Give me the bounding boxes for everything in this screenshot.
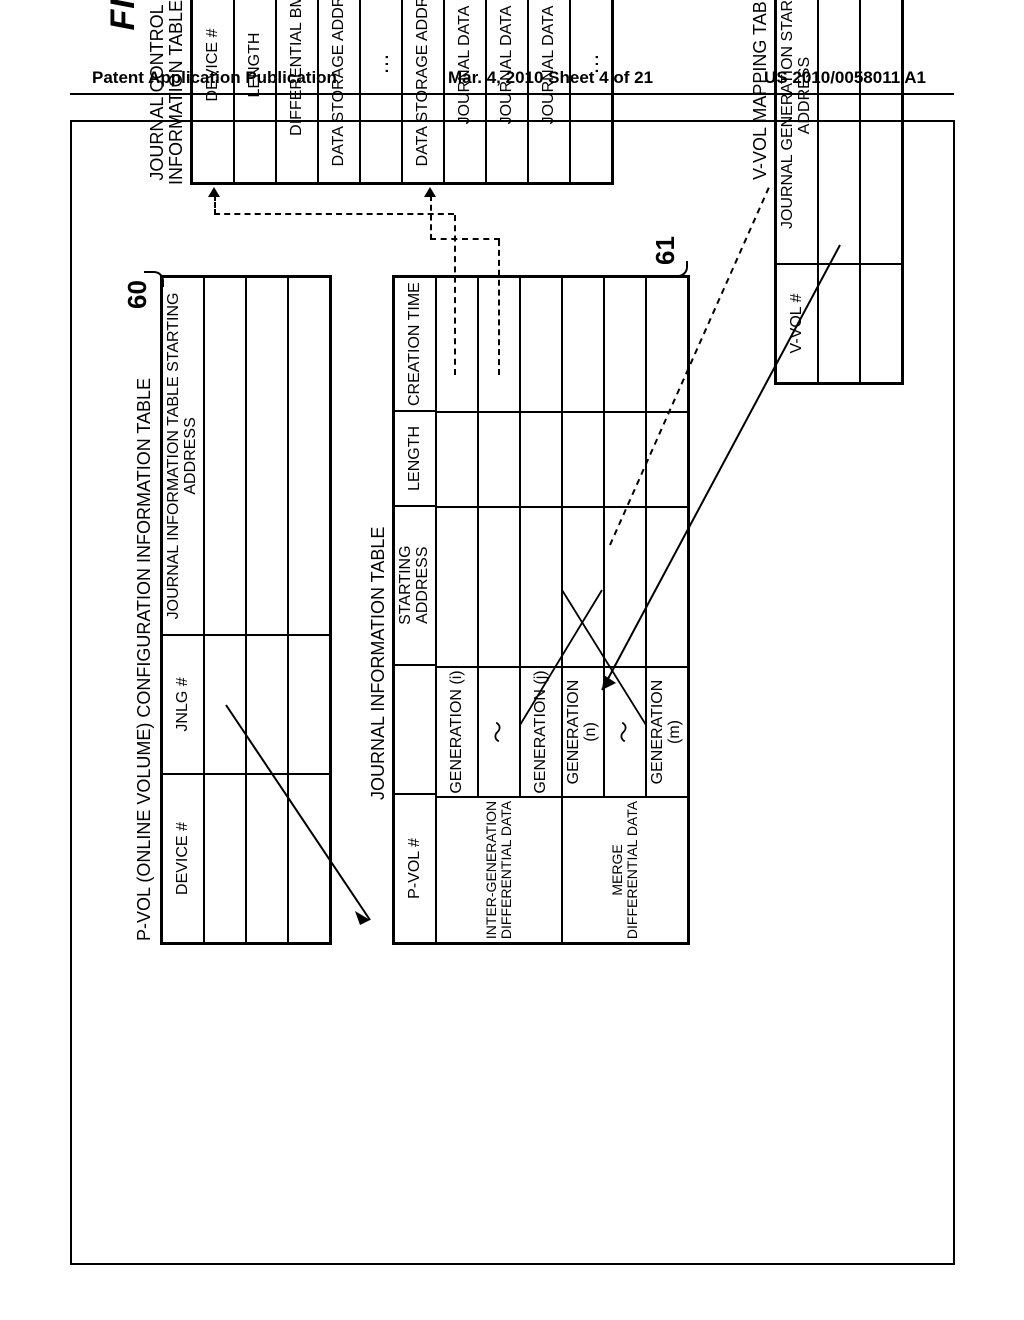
arrow-pvol-to-journal xyxy=(220,685,390,935)
ji-group1-label: INTER-GENERATION DIFFERENTIAL DATA xyxy=(436,797,562,943)
jc-dsa1: DATA STORAGE ADDRESS xyxy=(318,0,360,183)
dash-h-2b xyxy=(430,195,432,240)
diagram-stage: FIG. 5 P-VOL (ONLINE VOLUME) CONFIGURATI… xyxy=(70,0,955,1005)
figure-label: FIG. 5 xyxy=(104,0,143,30)
jc-jd2: JOURNAL DATA xyxy=(486,0,528,183)
dash-h-2a xyxy=(498,240,500,375)
pvol-row2-c3 xyxy=(246,277,288,635)
pvol-col-device: DEVICE # xyxy=(162,774,204,943)
jc-dots1: … xyxy=(360,0,402,183)
ji-h-pvol: P-VOL # xyxy=(394,794,436,943)
dash-h-1a xyxy=(214,195,216,215)
jc-jd3: JOURNAL DATA xyxy=(528,0,570,183)
pvol-col-jnlg: JNLG # xyxy=(162,635,204,774)
ji-gen-tilde1: ～ xyxy=(478,667,520,797)
journal-ctrl-title: JOURNAL CONTROL INFORMATION TABLE xyxy=(148,0,186,185)
jc-diffbm: DIFFERENTIAL BM xyxy=(276,0,318,183)
ref-60-tick xyxy=(144,271,164,287)
ji-h-blank xyxy=(394,665,436,794)
dash-v-2 xyxy=(430,238,500,240)
jc-length: LENGTH xyxy=(234,0,276,183)
ji-h-start: STARTING ADDRESS xyxy=(394,506,436,665)
ji-group2-label: MERGE DIFFERENTIAL DATA xyxy=(562,797,688,943)
ji-h-length: LENGTH xyxy=(394,411,436,505)
dash-arrowhead-1 xyxy=(208,187,220,197)
pvol-table-title: P-VOL (ONLINE VOLUME) CONFIGURATION INFO… xyxy=(134,378,155,941)
arrow-vvol-to-gen xyxy=(590,225,850,705)
jc-device: DEVICE # xyxy=(192,0,234,183)
ji-h-creation: CREATION TIME xyxy=(394,277,436,411)
pvol-col-start-addr: JOURNAL INFORMATION TABLE STARTING ADDRE… xyxy=(162,277,204,635)
journal-ctrl-table: DEVICE # LENGTH DIFFERENTIAL BM DATA STO… xyxy=(190,0,614,185)
dash-arrowhead-2 xyxy=(424,187,436,197)
ji-gen-i: GENERATION (i) xyxy=(436,667,478,797)
pvol-row3-c3 xyxy=(288,277,330,635)
pvol-row1-c3 xyxy=(204,277,246,635)
journal-info-title: JOURNAL INFORMATION TABLE xyxy=(368,527,389,800)
vvol-title: V-VOL MAPPING TABLE xyxy=(750,0,771,180)
jc-dsa2: DATA STORAGE ADDRESS xyxy=(402,0,444,183)
dash-v-1 xyxy=(214,213,454,215)
jc-jd1: JOURNAL DATA xyxy=(444,0,486,183)
